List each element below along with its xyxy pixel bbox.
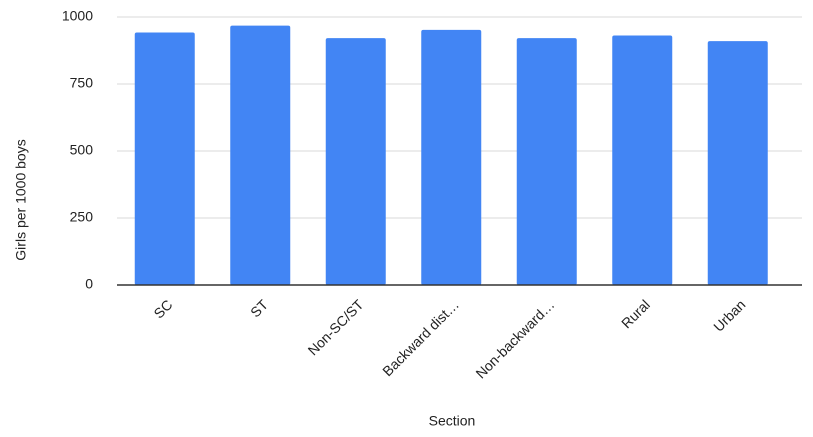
y-tick-label: 500 (70, 142, 94, 158)
x-axis-label: Section (429, 413, 476, 429)
bar (421, 29, 482, 286)
y-tick-label: 250 (70, 209, 94, 225)
x-tick-label: Non-SC/ST (305, 296, 367, 358)
y-tick-label: 750 (70, 75, 94, 91)
y-tick-label: 1000 (62, 8, 93, 24)
bar (516, 38, 577, 286)
x-tick-label: Non-backward… (472, 296, 557, 381)
bar (612, 35, 673, 285)
x-tick-label: Urban (710, 296, 748, 334)
y-axis-label: Girls per 1000 boys (13, 139, 29, 260)
x-tick-label: SC (150, 296, 175, 321)
bar (707, 41, 768, 286)
x-tick-label: Backward dist… (379, 296, 462, 379)
bar (325, 38, 386, 286)
x-tick-label: ST (247, 296, 271, 320)
bar (134, 32, 195, 285)
bar (230, 25, 291, 286)
y-tick-label: 0 (85, 276, 93, 292)
x-tick-label: Rural (618, 296, 653, 331)
